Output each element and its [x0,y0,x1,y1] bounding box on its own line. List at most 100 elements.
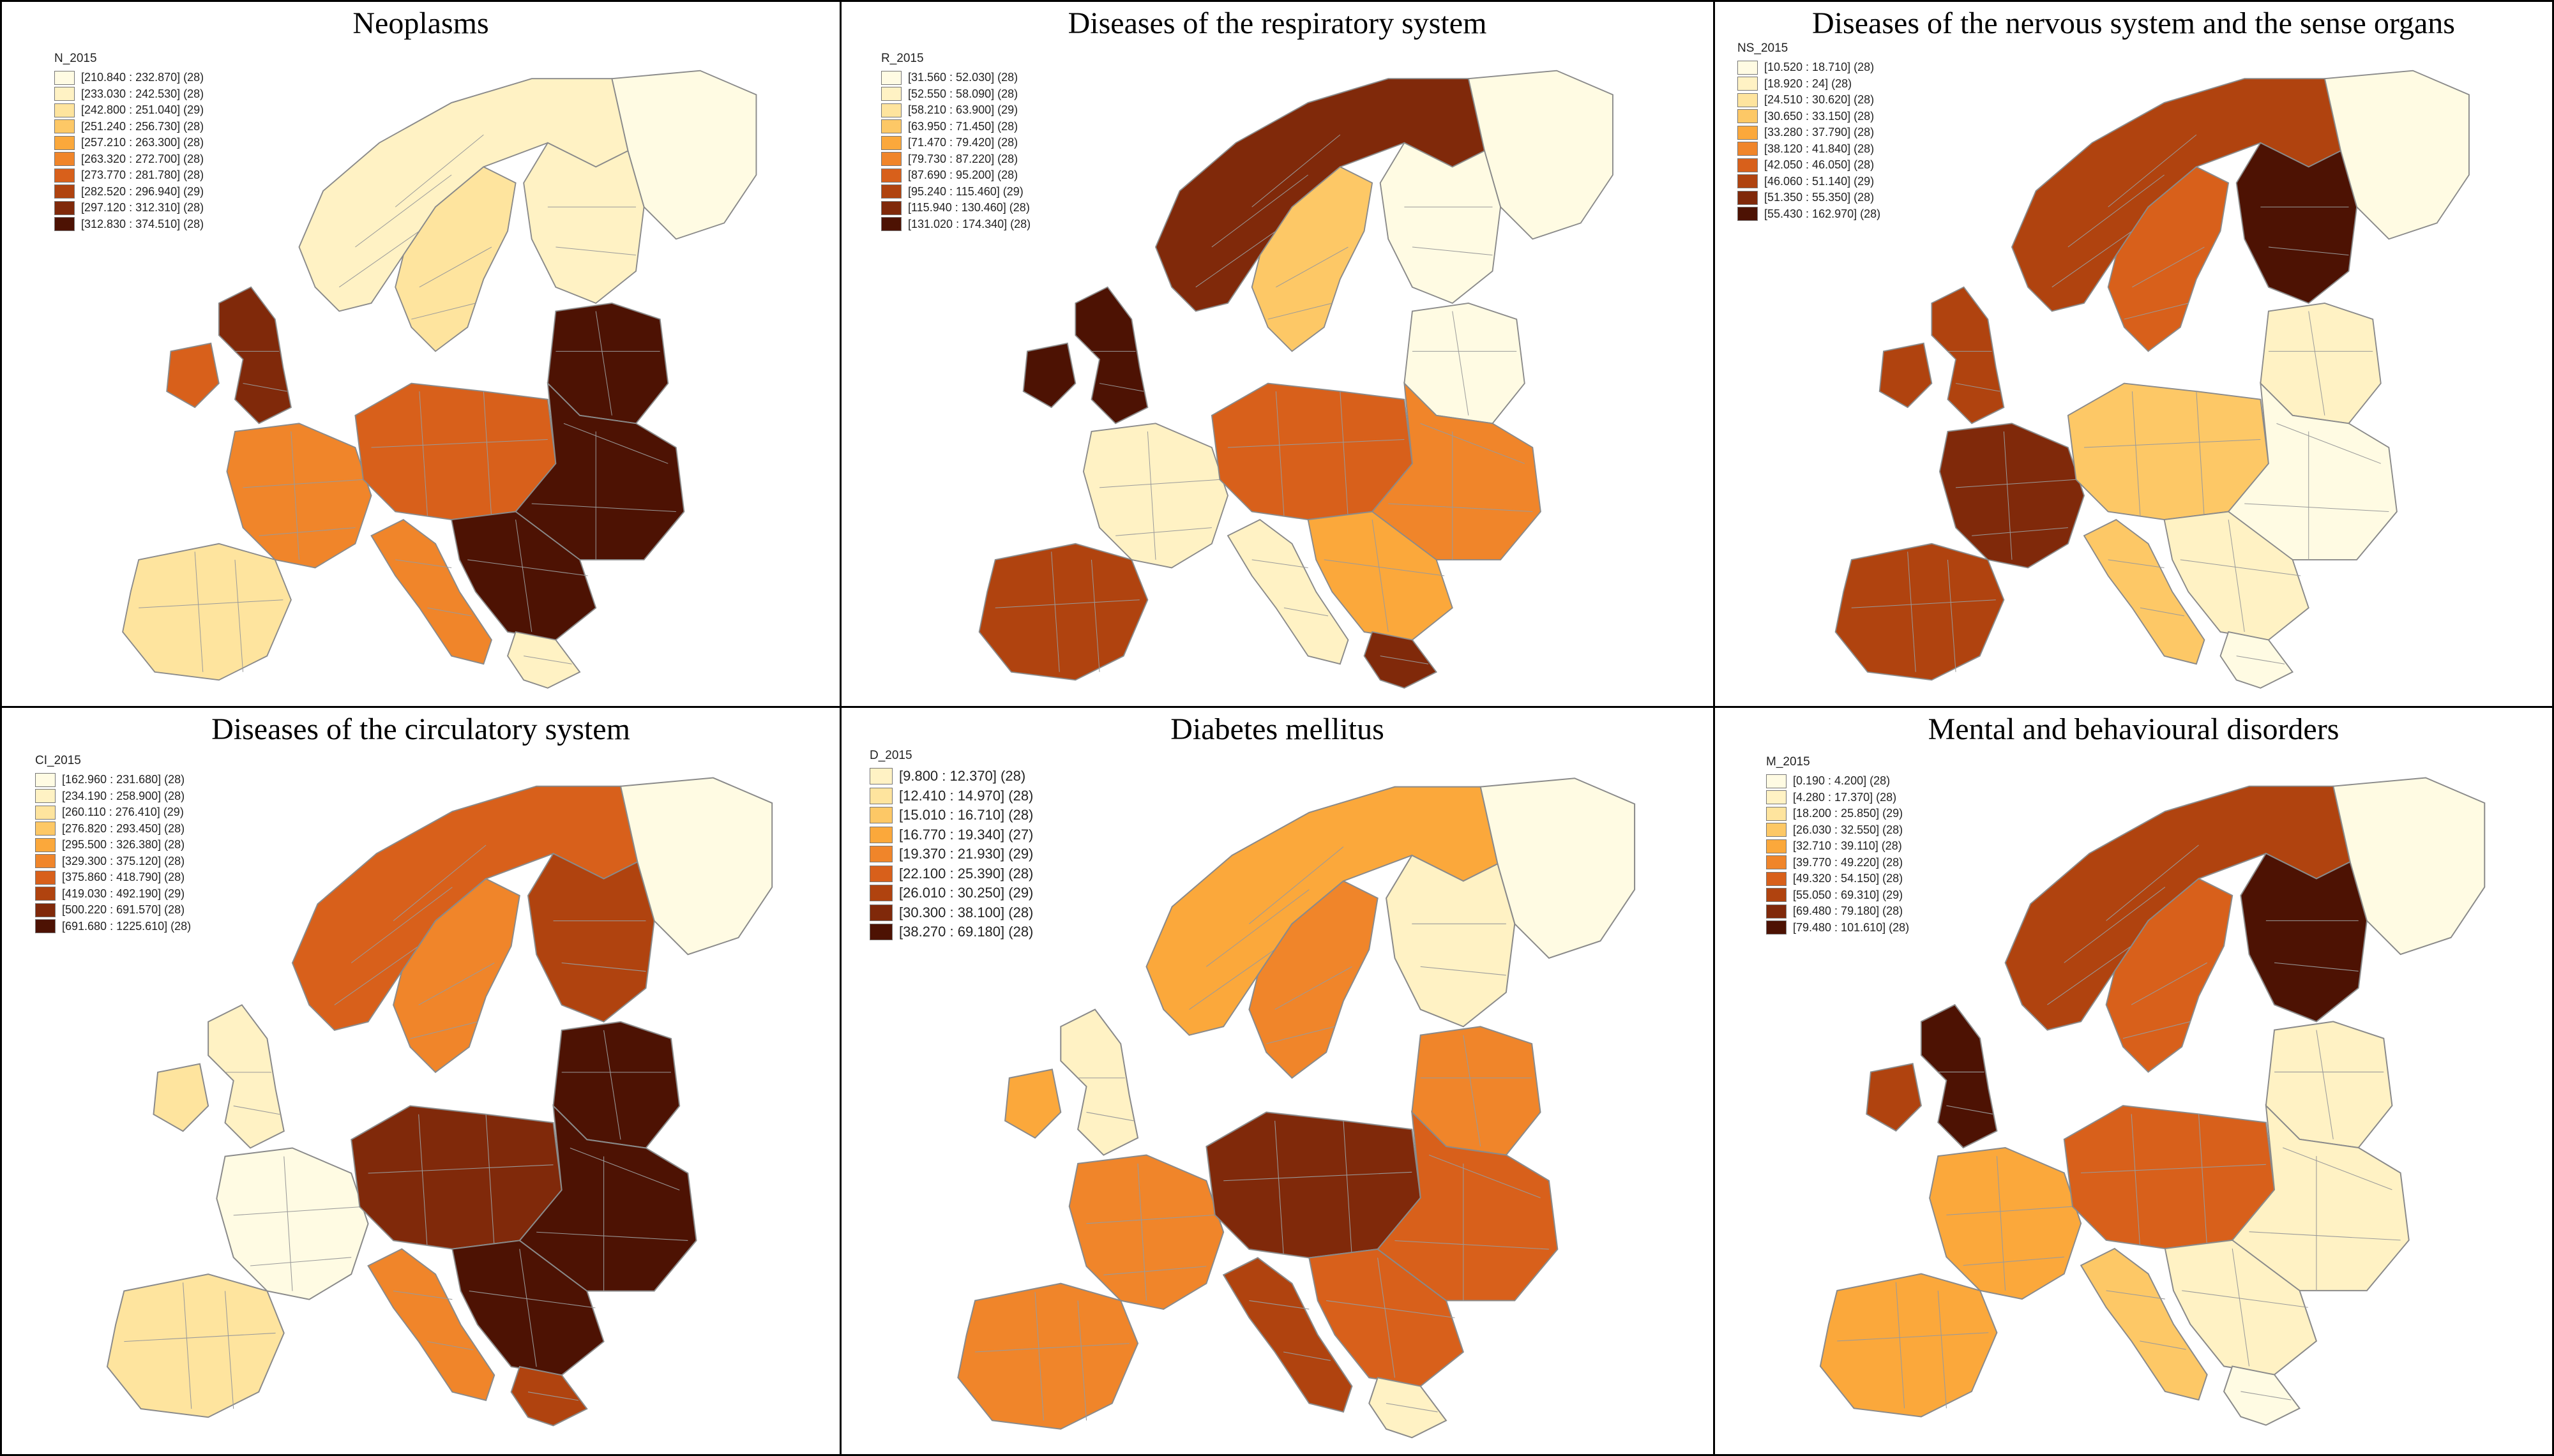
legend-swatch [1737,60,1758,75]
legend-label: [210.840 : 232.870] (28) [81,71,204,84]
subregion-boundary [2132,246,2205,288]
legend-swatch [870,924,893,941]
legend-swatch [870,904,893,921]
legend-swatch [881,119,902,134]
subregion-boundary [524,656,572,664]
subregion-boundary [338,230,420,288]
subregion-boundary [1267,303,1333,320]
region-iberia [957,1282,1139,1430]
legend-label: [419.030 : 492.190] (29) [62,887,185,900]
subregion-boundary [1972,527,2068,536]
region-italy [1227,518,1349,665]
legend-label: [375.860 : 418.790] (28) [62,871,185,884]
subregion-boundary [393,844,487,922]
subregion-boundary [224,1291,234,1409]
legend-row: [15.010 : 16.710] (28) [870,806,1033,825]
subregion-boundary [483,391,492,520]
legend-row: [38.120 : 41.840] (28) [1737,141,1880,158]
legend-row: [58.210 : 63.900] (29) [881,102,1031,119]
region-finland [1386,854,1516,1028]
legend-row: [63.950 : 71.450] (28) [881,119,1031,135]
legend-swatch [35,805,56,820]
subregion-boundary [555,246,637,256]
region-france [226,423,372,569]
subregion-boundary [561,962,646,972]
subregion-boundary [419,246,492,288]
legend-swatch [1737,142,1758,156]
subregion-boundary [1227,439,1405,448]
legend-row: [691.680 : 1225.610] (28) [35,919,191,935]
legend: D_2015 [9.800 : 12.370] (28) [12.410 : 14… [870,749,1033,942]
subregion-boundary [1274,966,1352,1010]
region-ireland [153,1063,209,1132]
region-finland [527,852,655,1023]
legend-row: [210.840 : 232.870] (28) [54,70,204,86]
subregion-boundary [531,503,676,513]
legend-swatch [870,826,893,843]
legend-row: [4.280 : 17.370] (28) [1766,790,1909,806]
legend-row: [263.320 : 272.700] (28) [54,151,204,168]
legend-variable: R_2015 [881,52,924,65]
region-iberia [1819,1273,1998,1418]
legend-label: [79.730 : 87.220] (28) [908,152,1018,165]
subregion-boundary [2108,559,2165,568]
subregion-boundary [393,1290,453,1300]
region-greece [2219,631,2294,689]
legend-row: [49.320 : 54.150] (28) [1766,871,1909,887]
subregion-boundary [2131,1114,2140,1245]
region-greece [2223,1365,2301,1426]
region-france [1938,423,2085,569]
subregion-boundary [418,1114,428,1245]
legend-swatch [54,168,75,183]
legend-swatch [35,903,56,917]
region-greece [510,1365,588,1427]
legend-swatch [1766,790,1787,805]
legend-swatch [881,152,902,167]
legend-swatch [1737,125,1758,140]
legend-swatch [1766,823,1787,837]
legend-row: [26.030 : 32.550] (28) [1766,822,1909,839]
legend-swatch [1766,806,1787,821]
legend-swatch [881,103,902,117]
legend-swatch [881,184,902,199]
subregion-boundary [1388,503,1533,513]
legend-row: [16.770 : 19.340] (27) [870,825,1033,845]
panel-title: Diseases of the circulatory system [211,712,630,746]
legend-swatch [1737,77,1758,91]
legend-label: [22.100 : 25.390] (28) [899,865,1034,882]
subregion-boundary [2268,246,2349,256]
legend-row: [12.410 : 14.970] (28) [870,786,1033,806]
legend-row: [257.210 : 263.300] (28) [54,135,204,151]
legend-row: [87.690 : 95.200] (28) [881,167,1031,184]
legend-label: [24.510 : 30.620] (28) [1764,93,1875,107]
subregion-boundary [519,1249,537,1367]
subregion-boundary [595,311,612,416]
region-uk [208,1004,285,1149]
legend-row: [42.050 : 46.050] (28) [1737,157,1880,174]
legend-label: [16.770 : 19.340] (27) [899,826,1034,843]
legend-label: [500.220 : 691.570] (28) [62,903,185,917]
legend-label: [95.240 : 115.460] (29) [908,184,1024,198]
region-greece [1363,631,1438,689]
subregion-boundary [233,1106,280,1115]
subregion-boundary [1195,230,1276,288]
region-east [1371,382,1541,560]
panel-diabetes: Diabetes mellitus D_2015 [9.800 : 12.370… [840,706,1715,1456]
subregion-boundary [259,527,356,536]
legend-row: [55.430 : 162.970] (28) [1737,206,1880,223]
legend-row: [234.190 : 258.900] (28) [35,788,191,805]
region-east [515,382,685,560]
legend-row: [233.030 : 242.530] (28) [54,86,204,103]
legend-swatch [1737,190,1758,205]
region-iberia [978,543,1149,681]
legend-label: [276.820 : 293.450] (28) [62,822,185,835]
subregion-boundary [1386,1402,1438,1413]
region-uk [1931,286,2005,424]
subregion-boundary [1907,552,1916,672]
subregion-boundary [2182,1290,2308,1308]
legend-label: [30.650 : 33.150] (28) [1764,109,1875,123]
legend-row: [79.730 : 87.220] (28) [881,151,1031,168]
region-greece [1368,1377,1447,1439]
region-uk [1920,1003,1998,1149]
legend-row: [32.710 : 39.110] (28) [1766,838,1909,855]
